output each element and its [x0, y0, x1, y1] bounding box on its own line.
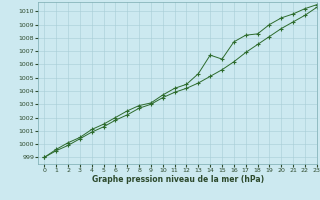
X-axis label: Graphe pression niveau de la mer (hPa): Graphe pression niveau de la mer (hPa) [92, 175, 264, 184]
